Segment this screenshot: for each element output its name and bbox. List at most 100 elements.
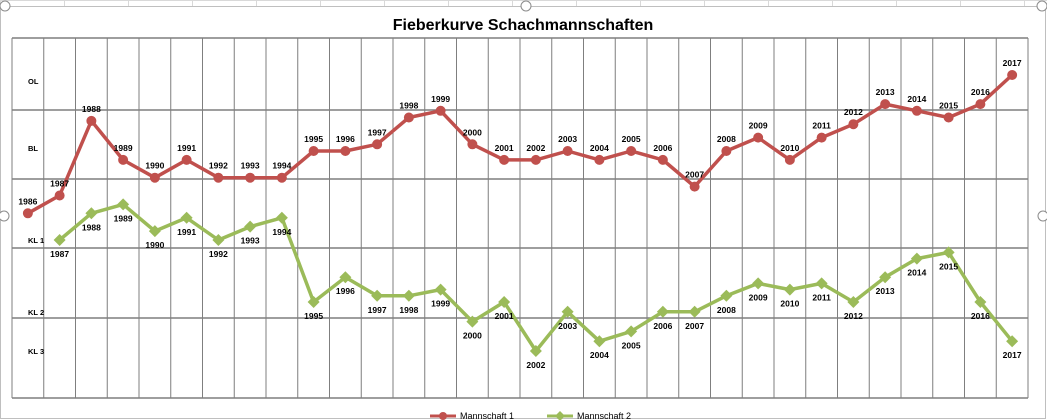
data-point-marker bbox=[307, 296, 320, 308]
data-point-marker bbox=[466, 315, 479, 328]
data-point-marker bbox=[562, 146, 573, 156]
data-label: 1999 bbox=[431, 94, 450, 104]
data-label: 2008 bbox=[717, 305, 736, 315]
data-point-marker bbox=[435, 105, 446, 116]
data-point-marker bbox=[149, 172, 160, 183]
data-label: 1999 bbox=[431, 299, 450, 309]
data-label: 2014 bbox=[907, 268, 926, 278]
data-label: 2009 bbox=[749, 292, 768, 302]
data-point-marker bbox=[784, 154, 795, 165]
data-point-marker bbox=[181, 154, 192, 165]
data-point-marker bbox=[53, 234, 66, 246]
data-point-marker bbox=[942, 246, 955, 259]
data-point-marker bbox=[530, 154, 541, 165]
data-point-marker bbox=[498, 296, 511, 308]
data-label: 2017 bbox=[1003, 58, 1022, 68]
data-label: 2005 bbox=[622, 134, 641, 144]
data-point-marker bbox=[975, 99, 986, 110]
data-point-marker bbox=[275, 211, 288, 224]
chart-border bbox=[0, 6, 1046, 419]
data-label: 2010 bbox=[780, 143, 799, 153]
data-point-marker bbox=[815, 277, 828, 290]
legend-marker bbox=[439, 412, 447, 420]
chart-title: Fieberkurve Schachmannschaften bbox=[393, 17, 654, 34]
data-label: 2012 bbox=[844, 311, 863, 321]
data-label: 2001 bbox=[495, 143, 514, 153]
data-label: 2014 bbox=[907, 94, 926, 104]
data-point-marker bbox=[689, 181, 700, 192]
data-point-marker bbox=[974, 296, 987, 308]
data-label: 2016 bbox=[971, 87, 990, 97]
data-label: 1991 bbox=[177, 227, 196, 237]
data-point-marker bbox=[148, 225, 161, 238]
data-label: 2012 bbox=[844, 107, 863, 117]
data-point-marker bbox=[1007, 70, 1018, 80]
data-point-marker bbox=[593, 335, 606, 348]
data-point-marker bbox=[85, 207, 98, 220]
y-axis-tick-label: BL bbox=[28, 144, 38, 153]
data-label: 1988 bbox=[82, 222, 101, 232]
data-label: 2006 bbox=[653, 321, 672, 331]
data-label: 1987 bbox=[50, 249, 69, 259]
data-label: 2001 bbox=[495, 311, 514, 321]
data-label: 2011 bbox=[812, 292, 831, 302]
line-chart[interactable]: Fieberkurve Schachmannschaften OL BL KL 1 KL… bbox=[0, 6, 1047, 420]
legend-label: Mannschaft 2 bbox=[577, 411, 631, 420]
data-point-marker bbox=[1006, 335, 1019, 348]
data-point-marker bbox=[688, 305, 701, 318]
data-point-marker bbox=[118, 154, 129, 165]
data-label: 2016 bbox=[971, 311, 990, 321]
series-line-1 bbox=[27, 73, 1014, 215]
data-point-marker bbox=[910, 252, 923, 265]
data-point-marker bbox=[848, 119, 859, 130]
data-label: 2007 bbox=[685, 321, 704, 331]
data-point-marker bbox=[911, 105, 922, 116]
data-point-marker bbox=[340, 146, 351, 156]
legend-marker bbox=[555, 411, 565, 420]
data-label: 2011 bbox=[812, 121, 831, 131]
data-point-marker bbox=[529, 345, 542, 357]
y-axis-tick-label: KL 2 bbox=[28, 308, 44, 317]
data-label: 1998 bbox=[399, 101, 418, 111]
data-point-marker bbox=[244, 220, 257, 233]
data-point-marker bbox=[180, 211, 193, 224]
data-label: 1992 bbox=[209, 249, 228, 259]
data-label: 2002 bbox=[526, 143, 545, 153]
data-label: 1995 bbox=[304, 134, 323, 144]
data-label: 2000 bbox=[463, 331, 482, 341]
data-point-marker bbox=[54, 190, 65, 201]
data-label: 2003 bbox=[558, 134, 577, 144]
data-point-marker bbox=[594, 154, 605, 165]
legend-label: Mannschaft 1 bbox=[460, 411, 514, 420]
data-label: 1986 bbox=[18, 196, 37, 206]
data-point-marker bbox=[656, 305, 669, 318]
y-axis-tick-label: KL 3 bbox=[28, 347, 44, 356]
data-label: 2010 bbox=[780, 299, 799, 309]
data-label: 2015 bbox=[939, 261, 958, 271]
data-label: 1990 bbox=[145, 161, 164, 171]
data-label: 1989 bbox=[114, 213, 133, 223]
data-label: 2008 bbox=[717, 134, 736, 144]
data-label: 1995 bbox=[304, 311, 323, 321]
data-label: 1991 bbox=[177, 143, 196, 153]
data-label: 2000 bbox=[463, 127, 482, 137]
data-point-marker bbox=[753, 132, 764, 143]
data-label: 1994 bbox=[272, 227, 291, 237]
data-label: 2013 bbox=[876, 286, 895, 296]
data-label: 2007 bbox=[685, 170, 704, 180]
y-axis-tick-label: KL 1 bbox=[28, 236, 44, 245]
data-point-marker bbox=[561, 305, 574, 318]
data-point-marker bbox=[371, 289, 384, 302]
data-point-marker bbox=[657, 154, 668, 165]
data-point-marker bbox=[213, 172, 224, 183]
data-point-marker bbox=[467, 139, 478, 150]
data-point-marker bbox=[245, 172, 256, 183]
data-point-marker bbox=[880, 99, 891, 110]
data-label: 2009 bbox=[749, 121, 768, 131]
data-label: 1994 bbox=[272, 161, 291, 171]
data-label: 1993 bbox=[241, 161, 260, 171]
chart-area[interactable]: Fieberkurve Schachmannschaften OL BL KL 1 KL… bbox=[0, 6, 1047, 420]
data-point-marker bbox=[720, 289, 733, 302]
data-point-marker bbox=[434, 283, 447, 296]
data-label: 2004 bbox=[590, 350, 609, 360]
